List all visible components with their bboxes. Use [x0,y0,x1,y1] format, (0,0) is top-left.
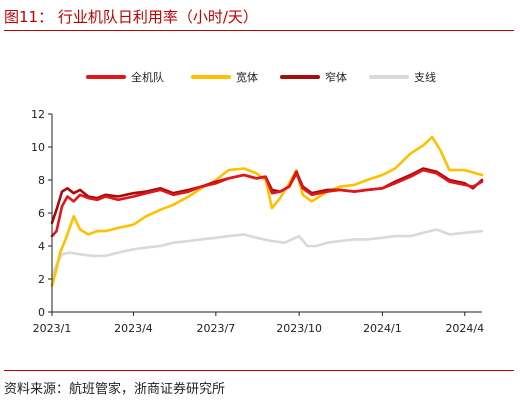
legend-label-narrow-body: 窄体 [325,71,347,84]
series-line-wide-body [50,135,484,287]
x-tick-label: 2023/1 [33,322,72,335]
chart-legend: 全机队 宽体 窄体 支线 [86,68,466,86]
title-bar: 图11： 行业机队日利用率（小时/天） [4,3,514,31]
legend-swatch-regional [369,75,409,79]
legend-label-full-fleet: 全机队 [131,71,164,84]
x-tick-label: 2023/7 [197,322,236,335]
legend-label-regional: 支线 [414,71,436,84]
x-tick-label: 2024/1 [363,322,402,335]
title-rule [4,30,514,31]
y-tick-label: 0 [38,306,45,319]
y-tick-label: 8 [38,174,45,187]
legend-item-narrow-body: 窄体 [280,68,347,86]
x-tick-label: 2024/4 [445,322,484,335]
y-tick-label: 4 [38,240,45,253]
legend-label-wide-body: 宽体 [236,71,258,84]
y-tick-label: 6 [38,207,45,220]
x-tick-label: 2023/10 [276,322,322,335]
y-tick-label: 10 [31,141,45,154]
legend-swatch-narrow-body [280,75,320,79]
y-tick-label: 12 [31,108,45,121]
legend-item-regional: 支线 [369,68,436,86]
source-rule [4,370,514,371]
series-line-full-fleet [50,168,484,238]
axes-layer: 0 2 4 6 8 10 12 2023/1 2023/4 2023/7 2023/10 2024/1… [31,108,484,335]
series-line-regional [50,228,484,277]
x-tick-label: 2023/4 [114,322,153,335]
figure-title: 图11： 行业机队日利用率（小时/天） [4,8,258,26]
legend-item-wide-body: 宽体 [191,68,258,86]
legend-swatch-wide-body [191,75,231,79]
legend-swatch-full-fleet [86,75,126,79]
series-line-narrow-body [50,167,484,225]
y-tick-label: 2 [38,273,45,286]
source-note: 资料来源：航班管家，浙商证券研究所 [4,382,226,397]
series-layer [50,135,484,287]
legend-item-full-fleet: 全机队 [86,68,164,86]
